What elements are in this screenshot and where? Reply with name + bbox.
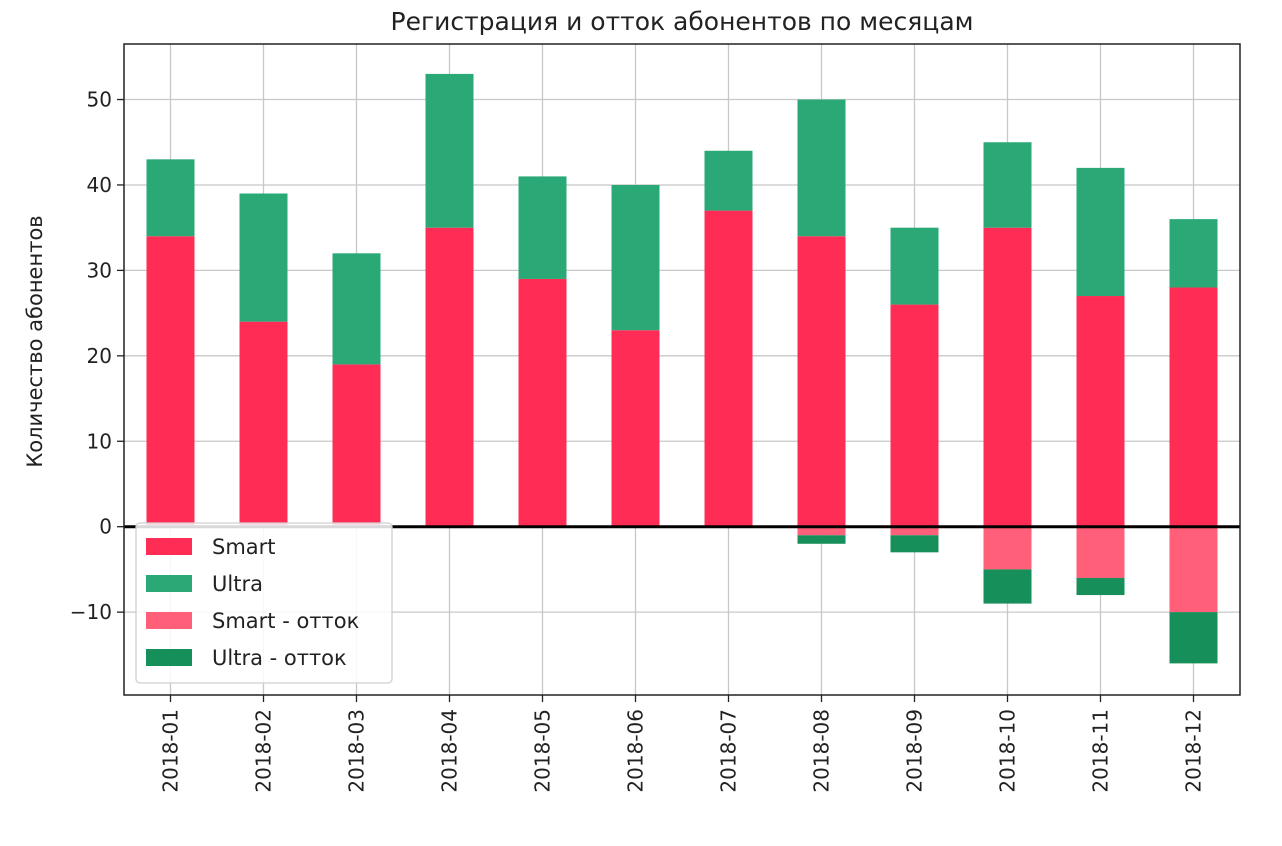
legend: Smart Ultra Smart - отток Ultra - отток — [135, 522, 393, 684]
bar-smart-2018-01 — [146, 236, 195, 527]
x-tick-label: 2018-05 — [531, 709, 555, 793]
x-tick-label: 2018-10 — [996, 709, 1020, 793]
legend-swatch — [146, 612, 192, 629]
bar-ultra-2018-07 — [704, 150, 753, 211]
x-tick-label: 2018-01 — [159, 709, 183, 793]
bar-smart-2018-02 — [239, 321, 288, 527]
y-tick-label: 30 — [87, 258, 112, 282]
x-tick-label: 2018-02 — [252, 709, 276, 793]
x-tick-label: 2018-12 — [1182, 709, 1206, 793]
legend-box — [135, 522, 393, 684]
x-tick-label: 2018-08 — [810, 709, 834, 793]
x-tick-label: 2018-06 — [624, 709, 648, 793]
bar-smart-2018-06 — [611, 330, 660, 527]
bar-smart-2018-08 — [797, 236, 846, 527]
bar-smart-2018-09 — [890, 304, 939, 527]
bar-smart-отток-2018-09 — [890, 526, 939, 536]
bar-smart-2018-10 — [983, 227, 1032, 527]
x-tick-label: 2018-07 — [717, 709, 741, 793]
bar-ultra-2018-06 — [611, 184, 660, 331]
x-tick-label: 2018-09 — [903, 709, 927, 793]
legend-swatch — [146, 538, 192, 555]
x-tick-label: 2018-03 — [345, 709, 369, 793]
legend-label: Smart - отток — [212, 609, 359, 633]
x-tick-label: 2018-11 — [1089, 709, 1113, 793]
bar-ultra-2018-08 — [797, 99, 846, 237]
bar-smart-отток-2018-08 — [797, 526, 846, 536]
bar-smart-2018-04 — [425, 227, 474, 527]
bar-ultra-отток-2018-11 — [1076, 577, 1125, 596]
bar-smart-2018-07 — [704, 210, 753, 527]
bar-ultra-2018-02 — [239, 193, 288, 322]
bar-ultra-2018-12 — [1169, 219, 1218, 288]
legend-label: Ultra - отток — [212, 646, 347, 670]
bar-ultra-отток-2018-08 — [797, 535, 846, 544]
y-tick-label: 40 — [87, 173, 112, 197]
bar-ultra-2018-09 — [890, 227, 939, 305]
y-tick-label: 0 — [99, 515, 112, 539]
bar-smart-2018-05 — [518, 278, 567, 527]
bar-ultra-2018-01 — [146, 159, 195, 237]
bar-ultra-2018-03 — [332, 253, 381, 365]
bar-ultra-отток-2018-12 — [1169, 612, 1218, 664]
bars — [146, 73, 1218, 664]
y-tick-label: 10 — [87, 429, 112, 453]
bar-ultra-отток-2018-09 — [890, 535, 939, 553]
legend-swatch — [146, 575, 192, 592]
legend-label: Ultra — [212, 572, 263, 596]
bar-ultra-2018-04 — [425, 73, 474, 228]
tick-labels: −10 0 10 20 30 40 50 2018-01 2018-02 2018-03 2018-… — [70, 88, 1206, 793]
bar-ultra-2018-11 — [1076, 167, 1125, 297]
bar-smart-2018-11 — [1076, 296, 1125, 527]
bar-ultra-2018-05 — [518, 176, 567, 279]
x-tick-label: 2018-04 — [438, 709, 462, 793]
bar-smart-отток-2018-11 — [1076, 526, 1125, 578]
bar-smart-2018-03 — [332, 364, 381, 527]
y-tick-label: −10 — [70, 600, 112, 624]
bar-smart-2018-12 — [1169, 287, 1218, 527]
bar-smart-отток-2018-10 — [983, 526, 1032, 570]
y-tick-label: 20 — [87, 344, 112, 368]
legend-swatch — [146, 649, 192, 666]
legend-label: Smart — [212, 535, 276, 559]
y-axis-label: Количество абонентов — [23, 215, 47, 467]
y-tick-label: 50 — [87, 88, 112, 112]
plot-frame — [123, 43, 1241, 696]
chart-title: Регистрация и отток абонентов по месяцам — [391, 7, 974, 36]
bar-ultra-2018-10 — [983, 142, 1032, 228]
bar-smart-отток-2018-12 — [1169, 526, 1218, 613]
bar-ultra-отток-2018-10 — [983, 569, 1032, 604]
